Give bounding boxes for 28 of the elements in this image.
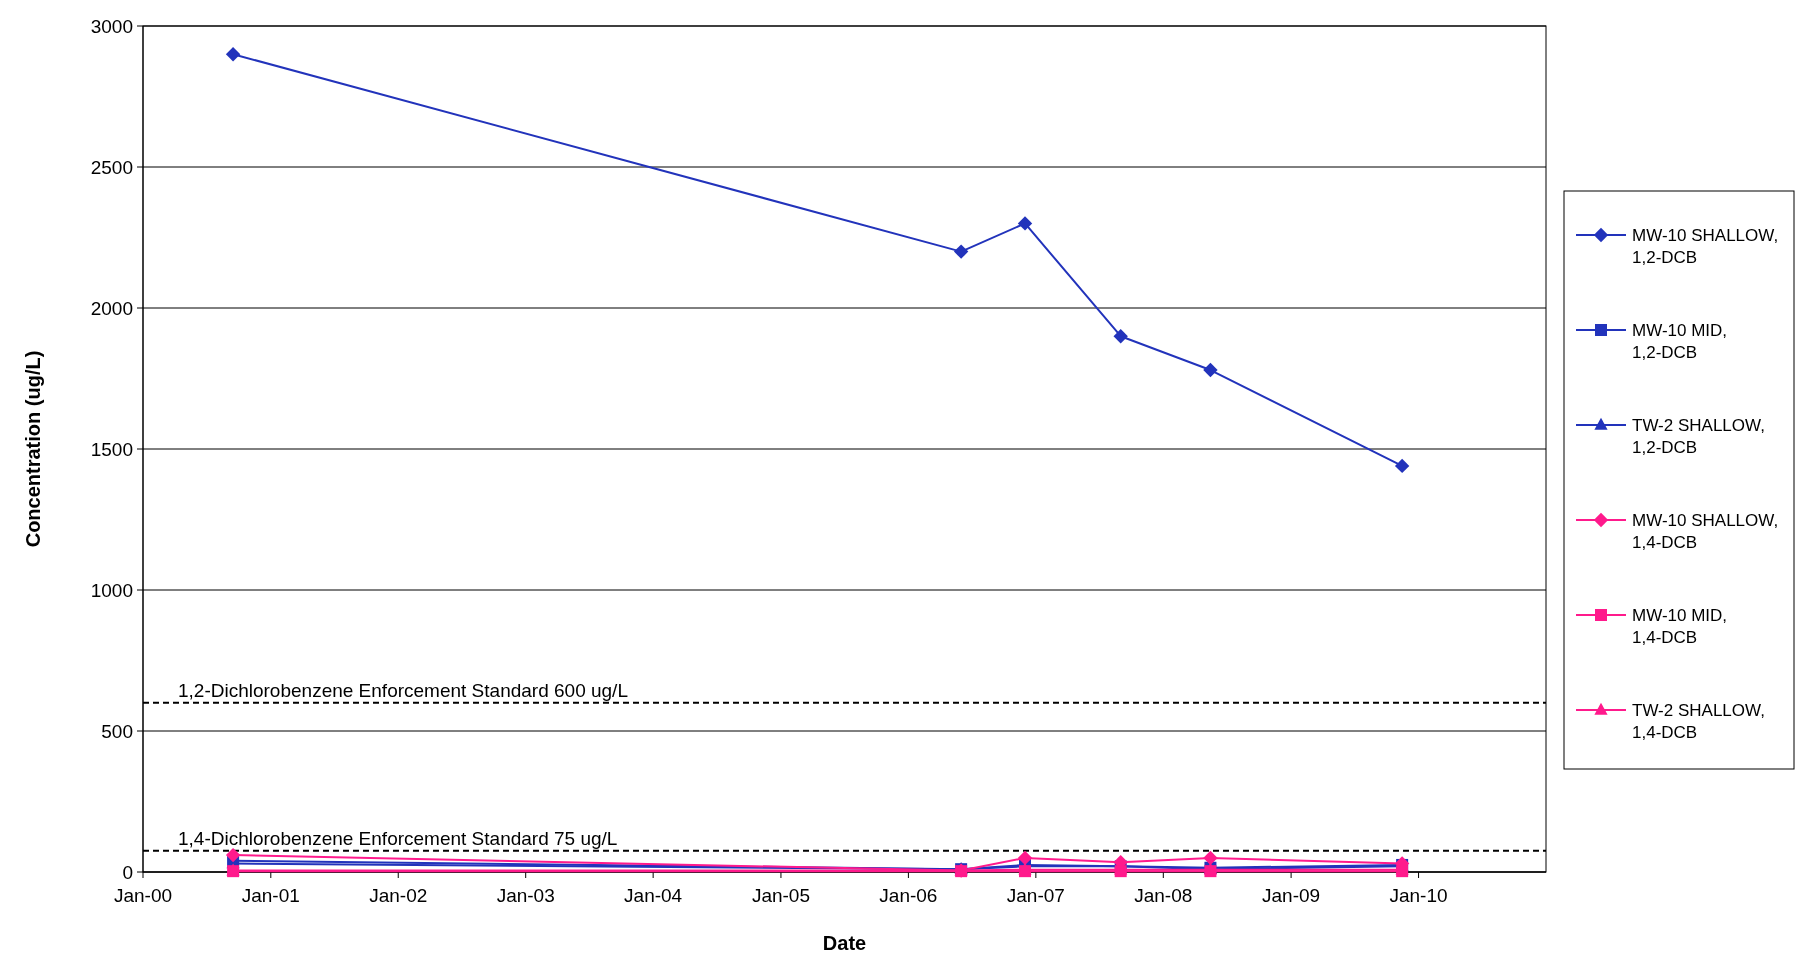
x-axis-title: Date <box>822 932 867 954</box>
y-tick-label: 2500 <box>90 156 133 178</box>
x-tick-label: Jan-07 <box>1006 885 1065 906</box>
legend-label: MW-10 SHALLOW, 1,2-DCB <box>1632 226 1779 267</box>
x-tick-label: Jan-04 <box>624 885 683 906</box>
x-tick-label: Jan-02 <box>369 885 428 906</box>
legend-label: MW-10 MID, 1,4-DCB <box>1632 606 1728 647</box>
x-tick-label: Jan-08 <box>1134 885 1193 906</box>
y-tick-label: 3000 <box>90 15 133 37</box>
x-tick-label: Jan-06 <box>879 885 938 906</box>
x-tick-label: Jan-00 <box>113 885 173 906</box>
x-tick-label: Jan-01 <box>241 885 300 906</box>
y-tick-label: 0 <box>122 861 133 883</box>
legend-label: TW-2 SHALLOW, 1,4-DCB <box>1632 701 1765 742</box>
x-tick-label: Jan-10 <box>1389 885 1448 906</box>
y-tick-label: 2000 <box>90 297 133 319</box>
x-tick-label: Jan-05 <box>751 885 810 906</box>
legend-label: MW-10 SHALLOW, 1,4-DCB <box>1632 511 1779 552</box>
legend-label: TW-2 SHALLOW, 1,2-DCB <box>1632 416 1765 457</box>
ref-line-label: 1,2-Dichlorobenzene Enforcement Standard 600 ug/L <box>178 679 628 701</box>
y-tick-label: 500 <box>101 720 133 742</box>
y-tick-label: 1000 <box>90 579 133 601</box>
y-tick-label: 1500 <box>90 438 133 460</box>
x-tick-label: Jan-09 <box>1262 885 1321 906</box>
y-axis-title: Concentration (ug/L) <box>22 350 44 548</box>
legend-label: MW-10 MID, 1,2-DCB <box>1632 321 1728 362</box>
x-tick-label: Jan-03 <box>496 885 555 906</box>
ref-line-label: 1,4-Dichlorobenzene Enforcement Standard 75 ug/L <box>178 827 618 849</box>
